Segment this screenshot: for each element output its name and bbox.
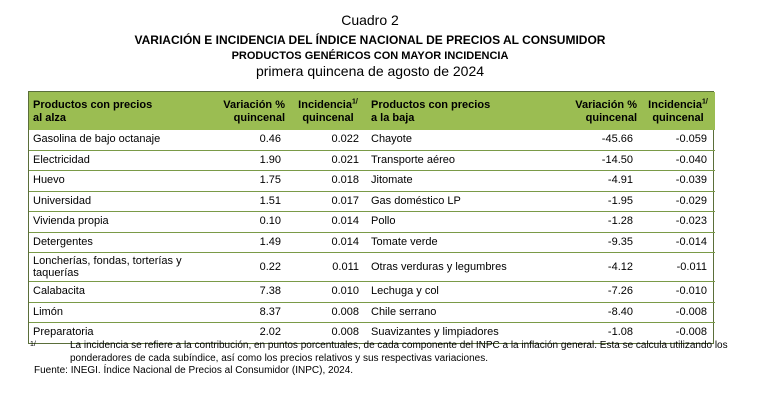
variation-up: 2.02 — [259, 326, 281, 339]
variation-down: -14.50 — [553, 150, 641, 171]
variation-down: -7.26 — [553, 281, 641, 303]
table-row: Vivienda propia 0.10 0.014 Pollo -1.28 -… — [29, 211, 715, 233]
product-up: Loncherías, fondas, torterías y taquería… — [29, 252, 205, 282]
table-titles: Cuadro 2 VARIACIÓN E INCIDENCIA DEL ÍNDI… — [0, 12, 740, 80]
product-down: Gas doméstico LP — [367, 191, 553, 212]
variation-down: -1.28 — [553, 211, 641, 233]
product-down: Pollo — [367, 211, 553, 233]
variation-down: -4.12 — [553, 252, 641, 282]
product-up: Preparatoria — [33, 326, 94, 339]
footnote-mark: 1/ — [30, 341, 36, 348]
table-period: primera quincena de agosto de 2024 — [255, 63, 485, 79]
table-row: Loncherías, fondas, torterías y taquería… — [29, 252, 715, 282]
product-down: Suavizantes y limpiadores — [371, 326, 499, 339]
incidence-up: 0.021 — [289, 150, 367, 171]
incidence-down: -0.014 — [641, 232, 715, 253]
header-incidence-up: Incidencia1/ quincenal — [298, 98, 358, 124]
variation-down: -4.91 — [553, 170, 641, 192]
product-up: Gasolina de bajo octanaje — [29, 130, 205, 151]
incidence-down: -0.039 — [641, 170, 715, 192]
product-up: Detergentes — [29, 232, 205, 253]
product-down: Jitomate — [367, 170, 553, 192]
incidence-down: -0.008 — [641, 302, 715, 323]
footnote-text: La incidencia se refiere a la contribuci… — [70, 340, 728, 364]
header-products-up: Productos con precios al alza — [33, 99, 153, 124]
product-down: Transporte aéreo — [367, 150, 553, 171]
header-products-down: Productos con precios a la baja — [371, 99, 491, 124]
incidence-down: -0.011 — [641, 252, 715, 282]
table-title: VARIACIÓN E INCIDENCIA DEL ÍNDICE NACION… — [134, 33, 606, 47]
variation-up: 8.37 — [205, 302, 289, 323]
table-number: Cuadro 2 — [341, 12, 399, 28]
product-up: Electricidad — [29, 150, 205, 171]
source-note: Fuente: INEGI. Índice Nacional de Precio… — [34, 365, 354, 376]
product-up: Calabacita — [29, 281, 205, 303]
incidence-down: -0.008 — [675, 326, 707, 339]
variation-up: 1.49 — [205, 232, 289, 253]
table-header-row: Productos con precios al alza Variación … — [29, 92, 715, 130]
table-row: Huevo 1.75 0.018 Jitomate -4.91 -0.039 — [29, 170, 715, 192]
table-subtitle: PRODUCTOS GENÉRICOS CON MAYOR INCIDENCIA — [231, 50, 509, 62]
table-row: Preparatoria 2.02 0.008 Suavizantes y li… — [29, 323, 715, 343]
variation-up: 0.10 — [205, 211, 289, 233]
table-row: Calabacita 7.38 0.010 Lechuga y col -7.2… — [29, 281, 715, 303]
incidence-table: Productos con precios al alza Variación … — [28, 91, 715, 344]
variation-down: -45.66 — [553, 130, 641, 151]
product-up: Vivienda propia — [29, 211, 205, 233]
incidence-down: -0.023 — [641, 211, 715, 233]
product-up: Huevo — [29, 170, 205, 192]
incidence-down: -0.059 — [641, 130, 715, 151]
product-down: Chayote — [367, 130, 553, 151]
incidence-up: 0.010 — [289, 281, 367, 303]
variation-up: 0.46 — [205, 130, 289, 151]
product-down: Tomate verde — [367, 232, 553, 253]
header-variation-down: Variación % quincenal — [575, 99, 637, 124]
product-up: Limón — [29, 302, 205, 323]
product-down: Lechuga y col — [367, 281, 553, 303]
incidence-up: 0.008 — [331, 326, 359, 339]
incidence-down: -0.010 — [641, 281, 715, 303]
variation-up: 1.75 — [205, 170, 289, 192]
table-row: Gasolina de bajo octanaje 0.46 0.022 Cha… — [29, 130, 715, 151]
header-incidence-down: Incidencia1/ quincenal — [648, 98, 708, 124]
table-row: Limón 8.37 0.008 Chile serrano -8.40 -0.… — [29, 302, 715, 323]
table-row: Universidad 1.51 0.017 Gas doméstico LP … — [29, 191, 715, 212]
incidence-up: 0.011 — [289, 252, 367, 282]
variation-up: 7.38 — [205, 281, 289, 303]
variation-down: -9.35 — [553, 232, 641, 253]
incidence-up: 0.014 — [289, 211, 367, 233]
product-down: Otras verduras y legumbres — [367, 252, 553, 282]
table-row: Detergentes 1.49 0.014 Tomate verde -9.3… — [29, 232, 715, 253]
incidence-up: 0.017 — [289, 191, 367, 212]
product-down: Chile serrano — [367, 302, 553, 323]
header-variation-up: Variación % quincenal — [223, 99, 285, 124]
variation-up: 0.22 — [205, 252, 289, 282]
variation-down: -1.95 — [553, 191, 641, 212]
product-up: Universidad — [29, 191, 205, 212]
table-row: Electricidad 1.90 0.021 Transporte aéreo… — [29, 150, 715, 171]
incidence-up: 0.014 — [289, 232, 367, 253]
variation-up: 1.90 — [205, 150, 289, 171]
incidence-down: -0.040 — [641, 150, 715, 171]
footnote: 1/ La incidencia se refiere a la contrib… — [30, 340, 730, 365]
variation-down: -1.08 — [607, 326, 633, 339]
incidence-up: 0.022 — [289, 130, 367, 151]
variation-down: -8.40 — [553, 302, 641, 323]
variation-up: 1.51 — [205, 191, 289, 212]
table-notes: 1/ La incidencia se refiere a la contrib… — [30, 340, 730, 378]
incidence-down: -0.029 — [641, 191, 715, 212]
incidence-up: 0.008 — [289, 302, 367, 323]
incidence-up: 0.018 — [289, 170, 367, 192]
